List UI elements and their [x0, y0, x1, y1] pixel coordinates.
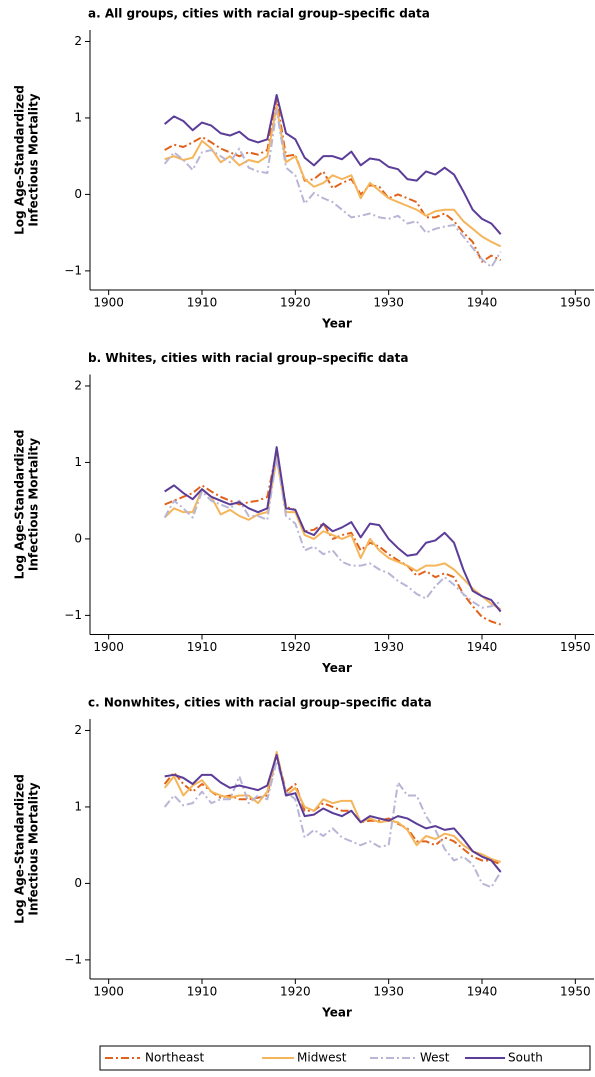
x-tick-label: 1950 [560, 640, 591, 654]
y-axis-label: Infectious Mortality [27, 438, 41, 571]
y-tick-label: 0 [74, 531, 82, 545]
series-line [164, 94, 502, 235]
series-line [163, 752, 502, 866]
legend-label: Midwest [297, 1051, 347, 1065]
y-tick-label: 2 [74, 34, 82, 48]
x-axis-label: Year [321, 661, 352, 675]
series-line [164, 446, 502, 613]
x-tick-label: 1910 [187, 985, 218, 999]
y-tick-label: 1 [74, 110, 82, 124]
x-tick-label: 1940 [467, 640, 498, 654]
y-tick-label: 1 [74, 799, 82, 813]
x-tick-label: 1910 [187, 640, 218, 654]
x-axis-label: Year [321, 317, 352, 331]
series-line [163, 457, 502, 611]
chart-title: c. Nonwhites, cities with racial group–s… [88, 696, 432, 710]
x-tick-label: 1900 [93, 296, 124, 310]
x-tick-label: 1910 [187, 296, 218, 310]
legend-label: West [420, 1051, 450, 1065]
y-axis-label: Log Age-Standardized [13, 85, 27, 235]
y-tick-label: 0 [74, 187, 82, 201]
y-tick-label: −1 [64, 263, 82, 277]
y-axis-label: Infectious Mortality [27, 93, 41, 226]
legend-label: Northeast [145, 1051, 205, 1065]
x-tick-label: 1900 [93, 985, 124, 999]
series-line [163, 750, 501, 863]
x-tick-label: 1920 [280, 296, 311, 310]
legend-label: South [508, 1051, 543, 1065]
series-line [163, 760, 502, 889]
x-tick-label: 1950 [560, 296, 591, 310]
series-line [163, 109, 502, 269]
x-tick-label: 1900 [93, 640, 124, 654]
y-tick-label: −1 [64, 952, 82, 966]
y-tick-label: 2 [74, 723, 82, 737]
x-tick-label: 1940 [467, 985, 498, 999]
x-axis-label: Year [321, 1006, 352, 1020]
y-tick-label: 0 [74, 876, 82, 890]
x-tick-label: 1920 [280, 640, 311, 654]
y-tick-label: −1 [64, 608, 82, 622]
x-tick-label: 1950 [560, 985, 591, 999]
series-line [164, 753, 502, 873]
y-tick-label: 1 [74, 455, 82, 469]
x-tick-label: 1930 [373, 640, 404, 654]
chart-title: a. All groups, cities with racial group–… [88, 7, 430, 21]
series-line [164, 449, 501, 626]
legend-box [99, 1045, 591, 1071]
x-tick-label: 1930 [373, 985, 404, 999]
y-axis-label: Infectious Mortality [27, 782, 41, 915]
x-tick-label: 1920 [280, 985, 311, 999]
x-tick-label: 1940 [467, 296, 498, 310]
series-line [164, 97, 502, 263]
series-line [164, 105, 502, 248]
y-tick-label: 2 [74, 378, 82, 392]
y-axis-label: Log Age-Standardized [13, 430, 27, 580]
x-tick-label: 1930 [373, 296, 404, 310]
y-axis-label: Log Age-Standardized [13, 774, 27, 924]
chart-title: b. Whites, cities with racial group–spec… [88, 351, 408, 365]
